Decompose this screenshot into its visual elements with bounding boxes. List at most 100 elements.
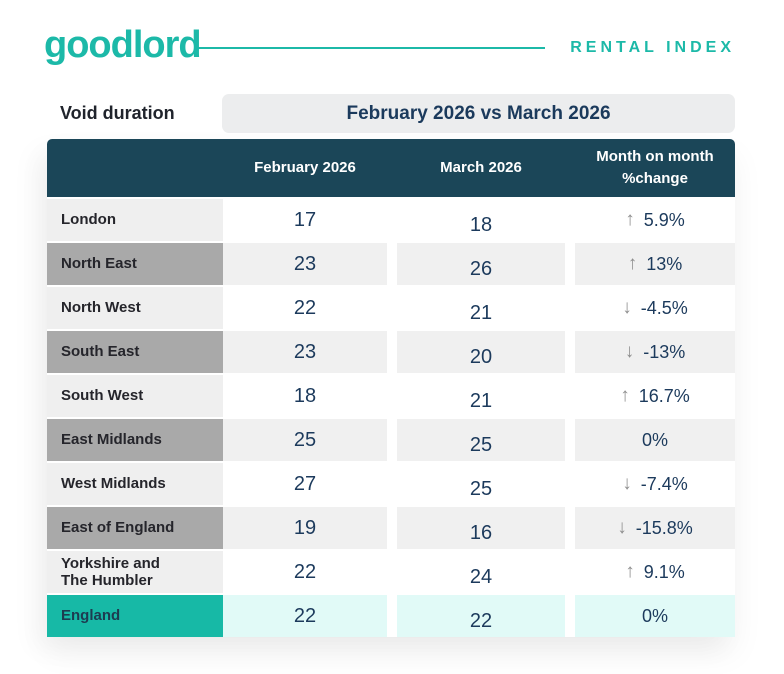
column-gutter (565, 331, 575, 373)
pct-change-cell: ↓ -13% (575, 331, 735, 373)
pct-change-value: 0% (641, 605, 668, 626)
trend-down-icon: ↓ (622, 297, 632, 318)
column-gutter (565, 551, 575, 593)
pct-change-value: 13% (646, 253, 683, 274)
column-gutter (387, 287, 397, 329)
region-cell: Yorkshire and The Humbler (47, 551, 223, 593)
feb-value-cell: 18 (223, 375, 387, 417)
region-cell: East of England (47, 507, 223, 549)
column-gutter (565, 243, 575, 285)
table-row-south-east: South East 23 20 ↓ -13% (47, 331, 735, 373)
region-cell: North West (47, 287, 223, 329)
trend-up-icon: ↑ (625, 209, 635, 230)
mar-value-cell: 16 (397, 507, 565, 549)
column-gutter (387, 507, 397, 549)
trend-down-icon: ↓ (622, 473, 632, 494)
table-row-north-west: North West 22 21 ↓ -4.5% (47, 287, 735, 329)
mar-value-cell: 24 (397, 551, 565, 593)
mar-value-cell: 26 (397, 243, 565, 285)
pct-change-cell: ↓ -15.8% (575, 507, 735, 549)
col-header-february: February 2026 (254, 159, 356, 177)
mar-value-cell: 20 (397, 331, 565, 373)
column-gutter (387, 331, 397, 373)
region-cell: West Midlands (47, 463, 223, 505)
mar-value-cell: 22 (397, 595, 565, 637)
trend-up-icon: ↑ (625, 561, 635, 582)
trend-up-icon: ↑ (627, 253, 638, 274)
pct-change-value: -15.8% (635, 517, 693, 538)
feb-value-cell: 23 (223, 243, 387, 285)
period-title-pill: February 2026 vs March 2026 (222, 94, 735, 133)
goodlord-logo: goodlord (44, 24, 202, 66)
column-gutter (387, 595, 397, 637)
mar-value-cell: 18 (397, 199, 565, 241)
mar-value-cell: 25 (397, 463, 565, 505)
column-gutter (387, 551, 397, 593)
pct-change-cell: ↑ 16.7% (575, 375, 735, 417)
col-header-change: Month on month %change (596, 148, 714, 187)
column-gutter (565, 507, 575, 549)
trend-down-icon: ↓ (617, 517, 627, 538)
pct-change-cell: 0% (575, 419, 735, 461)
region-cell: East Midlands (47, 419, 223, 461)
column-gutter (565, 419, 575, 461)
feb-value-cell: 19 (223, 507, 387, 549)
feb-value-cell: 17 (223, 199, 387, 241)
column-gutter (387, 243, 397, 285)
region-cell: London (47, 199, 223, 241)
rental-index-title: RENTAL INDEX (570, 39, 735, 56)
trend-up-icon: ↑ (620, 385, 630, 406)
table-row-yorkshire: Yorkshire and The Humbler 22 24 ↑ 9.1% (47, 551, 735, 593)
feb-value-cell: 27 (223, 463, 387, 505)
pct-change-value: 16.7% (638, 385, 690, 406)
mar-value-cell: 21 (397, 375, 565, 417)
column-gutter (565, 287, 575, 329)
column-gutter (565, 595, 575, 637)
trend-down-icon: ↓ (624, 341, 635, 362)
table-row-west-midlands: West Midlands 27 25 ↓ -7.4% (47, 463, 735, 505)
feb-value-cell: 22 (223, 551, 387, 593)
table-row-east-of-england: East of England 19 16 ↓ -15.8% (47, 507, 735, 549)
section-label-void-duration: Void duration (60, 103, 175, 123)
pct-change-value: 0% (641, 429, 668, 450)
pct-change-cell: 0% (575, 595, 735, 637)
pct-change-cell: ↑ 9.1% (575, 551, 735, 593)
col-header-march: March 2026 (440, 159, 522, 177)
region-cell: North East (47, 243, 223, 285)
mar-value-cell: 25 (397, 419, 565, 461)
column-gutter (565, 199, 575, 241)
mar-value-cell: 21 (397, 287, 565, 329)
table-row-england: England 22 22 0% (47, 595, 735, 637)
column-gutter (387, 419, 397, 461)
pct-change-value: 5.9% (643, 209, 685, 230)
table-header-row: February 2026 March 2026 Month on month … (47, 139, 735, 197)
region-cell: South East (47, 331, 223, 373)
table-row-london: London 17 18 ↑ 5.9% (47, 199, 735, 241)
table-row-north-east: North East 23 26 ↑ 13% (47, 243, 735, 285)
table-row-east-midlands: East Midlands 25 25 0% (47, 419, 735, 461)
column-gutter (565, 375, 575, 417)
pct-change-cell: ↑ 5.9% (575, 199, 735, 241)
column-gutter (387, 199, 397, 241)
region-cell: England (47, 595, 223, 637)
column-gutter (565, 463, 575, 505)
void-duration-table: February 2026 March 2026 Month on month … (47, 139, 735, 637)
pct-change-value: -4.5% (640, 297, 688, 318)
region-cell: South West (47, 375, 223, 417)
pct-change-cell: ↓ -4.5% (575, 287, 735, 329)
header-divider-line (196, 47, 545, 49)
table-body: London 17 18 ↑ 5.9% North East 23 26 ↑ 1… (47, 199, 735, 637)
feb-value-cell: 22 (223, 595, 387, 637)
table-row-south-west: South West 18 21 ↑ 16.7% (47, 375, 735, 417)
pct-change-cell: ↓ -7.4% (575, 463, 735, 505)
pct-change-cell: ↑ 13% (575, 243, 735, 285)
period-title: February 2026 vs March 2026 (346, 102, 611, 124)
feb-value-cell: 23 (223, 331, 387, 373)
column-gutter (387, 375, 397, 417)
feb-value-cell: 25 (223, 419, 387, 461)
pct-change-value: -7.4% (640, 473, 688, 494)
pct-change-value: 9.1% (643, 561, 685, 582)
column-gutter (387, 463, 397, 505)
pct-change-value: -13% (643, 341, 686, 362)
